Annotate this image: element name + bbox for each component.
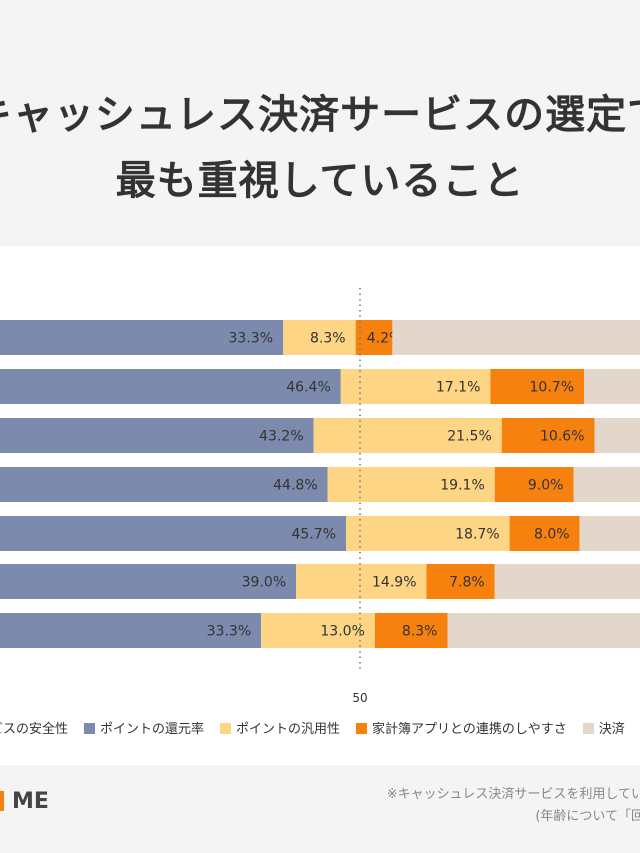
stacked-bar-chart: 3.3%33.3%8.3%4.2%46.4%17.1%10.7%43.2%21.… xyxy=(0,288,640,705)
header: キャッシュレス決済サービスの選定で 最も重視していること xyxy=(0,0,640,246)
bar-value-label: 39.0% xyxy=(242,575,286,591)
x-axis-tick-label: 50 xyxy=(352,691,367,705)
footnote-line1: ※キャッシュレス決済サービスを利用してい xyxy=(386,787,640,802)
bar-value-label: 33.3% xyxy=(229,331,273,347)
legend-item: 決済 xyxy=(582,722,625,737)
bar-segment xyxy=(296,564,427,599)
bar-segment xyxy=(490,369,584,404)
bar-value-label: 10.7% xyxy=(530,380,574,396)
legend-label: 決済 xyxy=(598,722,625,737)
bar-row: 3.3%33.3%8.3%4.2% xyxy=(0,320,640,355)
footer: ME ※キャッシュレス決済サービスを利用してい (年齢について「回 xyxy=(0,765,640,853)
legend-swatch xyxy=(582,723,594,734)
bar-segment xyxy=(313,418,502,453)
bar-value-label: 33.3% xyxy=(207,624,251,640)
bar-segment xyxy=(327,467,495,502)
bar-segment xyxy=(447,613,640,648)
bar-value-label: 8.0% xyxy=(534,527,570,543)
bar-segment xyxy=(0,467,328,502)
bar-segment xyxy=(426,564,495,599)
legend-label: ポイントの還元率 xyxy=(100,722,205,737)
bar-row: 45.7% 18.7% 8.0% xyxy=(0,516,640,551)
brand-logo: ME xyxy=(0,789,49,814)
bar-segment xyxy=(594,418,640,453)
legend-label: 家計簿アプリとの連携のしやすさ xyxy=(372,722,567,737)
bar-segment xyxy=(355,320,393,355)
legend-item: 家計簿アプリとの連携のしやすさ xyxy=(356,722,567,737)
bar-segment xyxy=(509,516,580,551)
bar-segment xyxy=(261,613,375,648)
legend-label: ビスの安全性 xyxy=(0,722,69,737)
bar-value-label: 45.7% xyxy=(292,527,336,543)
legend-item: ポイントの還元率 xyxy=(84,722,204,737)
legend-label: ポイントの汎用性 xyxy=(236,722,341,737)
bar-value-label: 44.8% xyxy=(273,478,317,494)
legend-swatch xyxy=(356,723,368,734)
bar-row: %33.3%13.0%8.3% xyxy=(0,613,640,648)
bar-segment xyxy=(0,369,341,404)
bar-segment xyxy=(0,564,297,599)
footnote-line2: (年齢について「回 xyxy=(535,809,640,824)
bar-row: 39.0% 14.9% 7.8% xyxy=(0,564,640,599)
bar-value-label: 18.7% xyxy=(455,527,499,543)
bar-value-label: 10.6% xyxy=(540,429,584,445)
bar-segment xyxy=(0,613,262,648)
bar-row: 46.4% 17.1% 10.7% xyxy=(0,369,640,404)
bar-segment xyxy=(346,516,510,551)
legend-swatch xyxy=(84,723,96,734)
bar-segment xyxy=(283,320,356,355)
bar-segment xyxy=(494,467,574,502)
bar-segment xyxy=(501,418,595,453)
bar-segment xyxy=(374,613,448,648)
chart-title-line1: キャッシュレス決済サービスの選定で xyxy=(0,92,640,138)
bar-segment xyxy=(340,369,491,404)
logo-accent xyxy=(0,791,4,811)
bar-value-label: 14.9% xyxy=(372,575,416,591)
bar-value-label: 8.3% xyxy=(310,331,346,347)
bar-segment xyxy=(0,418,314,453)
bar-value-label: 13.0% xyxy=(320,624,364,640)
bar-row: 43.2% 21.5% 10.6% xyxy=(0,418,640,453)
legend-item: ポイントの汎用性 xyxy=(220,722,340,737)
bar-segment xyxy=(573,467,640,502)
bar-segment xyxy=(584,369,640,404)
bar-segment xyxy=(494,564,640,599)
bar-value-label: 7.8% xyxy=(449,575,485,591)
chart-legend: ビスの安全性 ポイントの還元率 ポイントの汎用性 家計簿アプリとの連携のしやすさ 決済 xyxy=(0,718,640,737)
legend-item: ビスの安全性 xyxy=(0,722,68,737)
bar-segment xyxy=(392,320,640,355)
bar-value-label: 43.2% xyxy=(259,429,303,445)
bar-value-label: 21.5% xyxy=(447,429,491,445)
chart-title-line2: 最も重視していること xyxy=(115,158,525,204)
bar-value-label: 19.1% xyxy=(440,478,484,494)
bar-value-label: 8.3% xyxy=(402,624,438,640)
bar-segment xyxy=(579,516,640,551)
logo-text: ME xyxy=(12,789,49,814)
bar-segment xyxy=(0,516,346,551)
legend-swatch xyxy=(220,723,232,734)
bar-value-label: 9.0% xyxy=(528,478,564,494)
bar-segment xyxy=(0,320,283,355)
bar-value-label: 46.4% xyxy=(286,380,330,396)
bar-value-label: 17.1% xyxy=(436,380,480,396)
bar-row: 44.8% 19.1% 9.0% xyxy=(0,467,640,502)
